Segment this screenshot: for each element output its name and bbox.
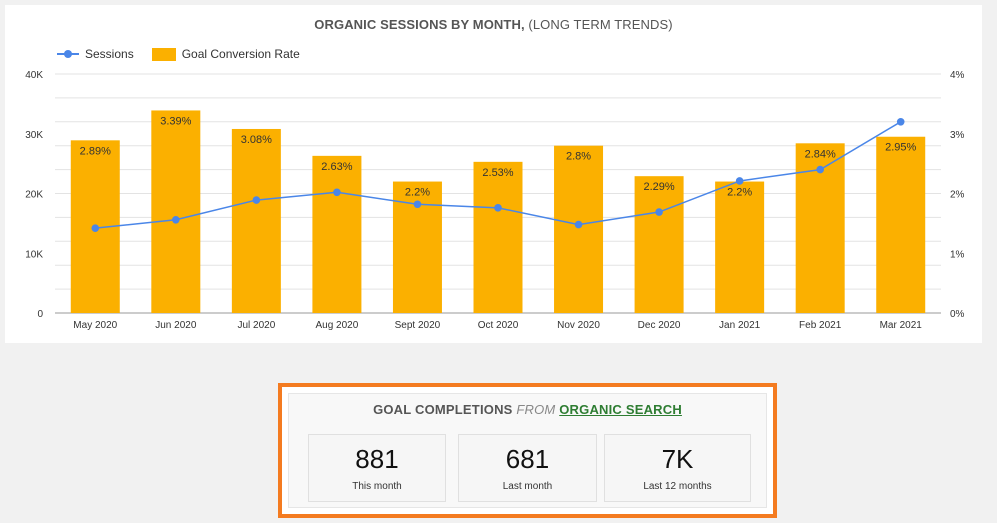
sessions-point	[413, 200, 422, 209]
x-axis-tick-label: Oct 2020	[478, 320, 519, 331]
goal-completions-card: GOAL COMPLETIONS FROM ORGANIC SEARCH 881…	[288, 393, 767, 508]
kpi-value: 7K	[661, 444, 694, 474]
legend-label-conversion: Goal Conversion Rate	[181, 47, 300, 61]
bar-data-label: 3.39%	[160, 115, 191, 127]
x-axis-tick-label: Jan 2021	[719, 320, 761, 331]
sessions-point	[252, 196, 261, 204]
x-axis-tick-label: Jul 2020	[237, 320, 275, 331]
bar-data-label: 2.84%	[805, 148, 836, 160]
bar-data-label: 2.29%	[643, 181, 674, 193]
conversion-bar	[473, 161, 523, 313]
chart-title-sub: (LONG TERM TRENDS)	[524, 17, 673, 32]
kpi-card-this-month: 881 This month	[308, 434, 446, 502]
sessions-point	[494, 204, 502, 212]
x-axis-tick-label: Sept 2020	[395, 320, 441, 331]
legend-item-conversion[interactable]: Goal Conversion Rate	[151, 47, 300, 61]
bar-data-label: 3.08%	[241, 134, 272, 146]
x-axis-tick-label: Feb 2021	[799, 320, 842, 331]
kpi-title-main: GOAL COMPLETIONS	[373, 402, 513, 417]
kpi-card-last-12-months: 7K Last 12 months	[604, 434, 751, 502]
conversion-bar	[554, 145, 604, 313]
kpi-title: GOAL COMPLETIONS FROM ORGANIC SEARCH	[289, 402, 766, 417]
left-axis-tick-label: 20K	[25, 190, 43, 201]
kpi-value: 681	[505, 444, 550, 474]
left-axis-tick-label: 40K	[25, 70, 43, 81]
bar-data-label: 2.89%	[80, 145, 111, 157]
bar-data-label: 2.2%	[727, 187, 752, 199]
kpi-card-last-month: 681 Last month	[458, 434, 597, 502]
left-axis-tick-label: 10K	[25, 249, 43, 260]
sessions-point	[91, 224, 100, 232]
conversion-bar	[715, 181, 765, 313]
left-axis-tick-label: 30K	[25, 130, 43, 141]
sessions-point	[655, 208, 663, 216]
conversion-bar	[634, 176, 684, 313]
kpi-title-from: FROM	[512, 402, 560, 417]
kpi-label: Last month	[502, 481, 553, 492]
sessions-line-icon	[57, 50, 79, 58]
x-axis-tick-label: Dec 2020	[638, 320, 681, 331]
right-axis-tick-label: 2%	[950, 190, 965, 201]
bar-data-label: 2.95%	[885, 142, 916, 154]
x-axis-tick-label: Jun 2020	[155, 320, 197, 331]
left-axis-tick-label: 0	[37, 309, 43, 320]
right-axis-tick-label: 4%	[950, 70, 965, 81]
legend-label-sessions: Sessions	[85, 47, 134, 61]
conversion-bar	[151, 110, 201, 313]
goal-completions-panel: GOAL COMPLETIONS FROM ORGANIC SEARCH 881…	[278, 383, 777, 518]
conversion-bar	[312, 155, 362, 313]
legend-item-sessions[interactable]: Sessions	[57, 47, 134, 61]
x-axis-tick-label: May 2020	[73, 320, 117, 331]
x-axis-tick-label: Aug 2020	[315, 320, 358, 331]
kpi-value: 881	[355, 444, 399, 474]
bar-data-label: 2.2%	[405, 187, 430, 199]
organic-search-link[interactable]: ORGANIC SEARCH	[559, 402, 682, 417]
chart-title: ORGANIC SESSIONS BY MONTH, (LONG TERM TR…	[5, 17, 982, 32]
sessions-point	[172, 215, 180, 224]
x-axis-tick-label: Nov 2020	[557, 320, 600, 331]
kpi-label: Last 12 months	[643, 481, 712, 492]
conversion-bar	[876, 136, 926, 313]
kpi-label: This month	[352, 481, 402, 492]
right-axis-tick-label: 1%	[950, 249, 965, 260]
combo-chart: 0 10K 20K 30K 40K 0% 1% 2% 3% 4% 2.89% 3.39% 3.08% 2.…	[25, 70, 965, 331]
conversion-bar	[231, 128, 281, 313]
chart-legend: Sessions Goal Conversion Rate	[57, 47, 318, 61]
sessions-point	[333, 188, 341, 197]
sessions-point	[896, 118, 905, 126]
bar-data-label: 2.8%	[566, 151, 591, 163]
chart-title-main: ORGANIC SESSIONS BY MONTH,	[314, 17, 525, 32]
x-axis-tick-label: Mar 2021	[880, 320, 923, 331]
sessions-point	[574, 220, 583, 229]
chart-card: ORGANIC SESSIONS BY MONTH, (LONG TERM TR…	[5, 5, 982, 343]
bar-data-label: 2.53%	[482, 167, 513, 179]
sessions-point	[735, 177, 744, 185]
right-axis-tick-label: 3%	[950, 130, 965, 141]
right-axis-tick-label: 0%	[950, 309, 965, 320]
sessions-point	[816, 165, 824, 174]
bar-data-label: 2.63%	[321, 161, 352, 173]
conversion-swatch-icon	[151, 47, 176, 61]
